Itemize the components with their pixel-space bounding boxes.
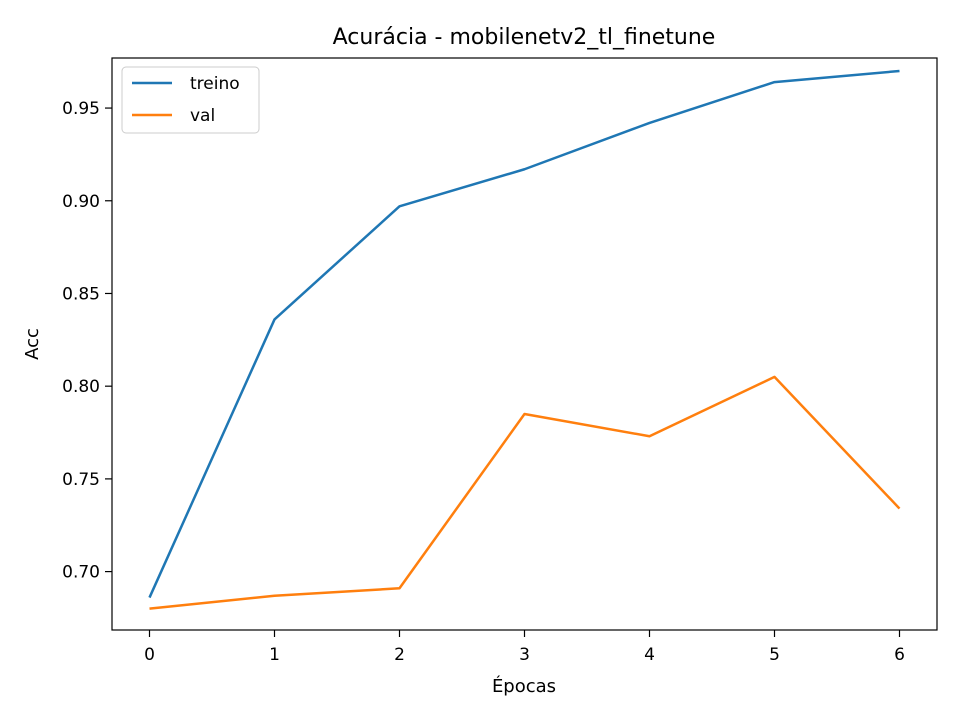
- legend-label-treino: treino: [190, 74, 240, 94]
- y-tick-label: 0.85: [62, 284, 100, 304]
- y-axis: 0.70 0.75 0.80 0.85 0.90 0.95: [62, 99, 112, 583]
- y-tick-label: 0.90: [62, 192, 100, 212]
- x-tick-label: 4: [644, 645, 655, 665]
- series-line-val: [149, 375, 901, 610]
- x-axis: 0 1 2 3 4 5 6: [144, 630, 905, 665]
- x-tick-label: 3: [519, 645, 530, 665]
- y-tick-label: 0.80: [62, 377, 100, 397]
- x-tick-label: 5: [769, 645, 780, 665]
- chart-title: Acurácia - mobilenetv2_tl_finetune: [333, 25, 716, 50]
- y-tick-label: 0.70: [62, 563, 100, 583]
- x-tick-label: 2: [394, 645, 405, 665]
- x-tick-label: 0: [144, 645, 155, 665]
- y-tick-label: 0.75: [62, 470, 100, 490]
- y-tick-label: 0.95: [62, 99, 100, 119]
- legend: treino val: [121, 66, 260, 134]
- plot-area: [111, 57, 938, 631]
- series-lines: [148, 69, 901, 610]
- series-line-treino: [148, 69, 900, 599]
- x-axis-label: Épocas: [492, 675, 556, 697]
- legend-label-val: val: [190, 106, 215, 126]
- x-tick-label: 6: [894, 645, 905, 665]
- x-tick-label: 1: [269, 645, 280, 665]
- y-axis-label: Acc: [22, 328, 43, 360]
